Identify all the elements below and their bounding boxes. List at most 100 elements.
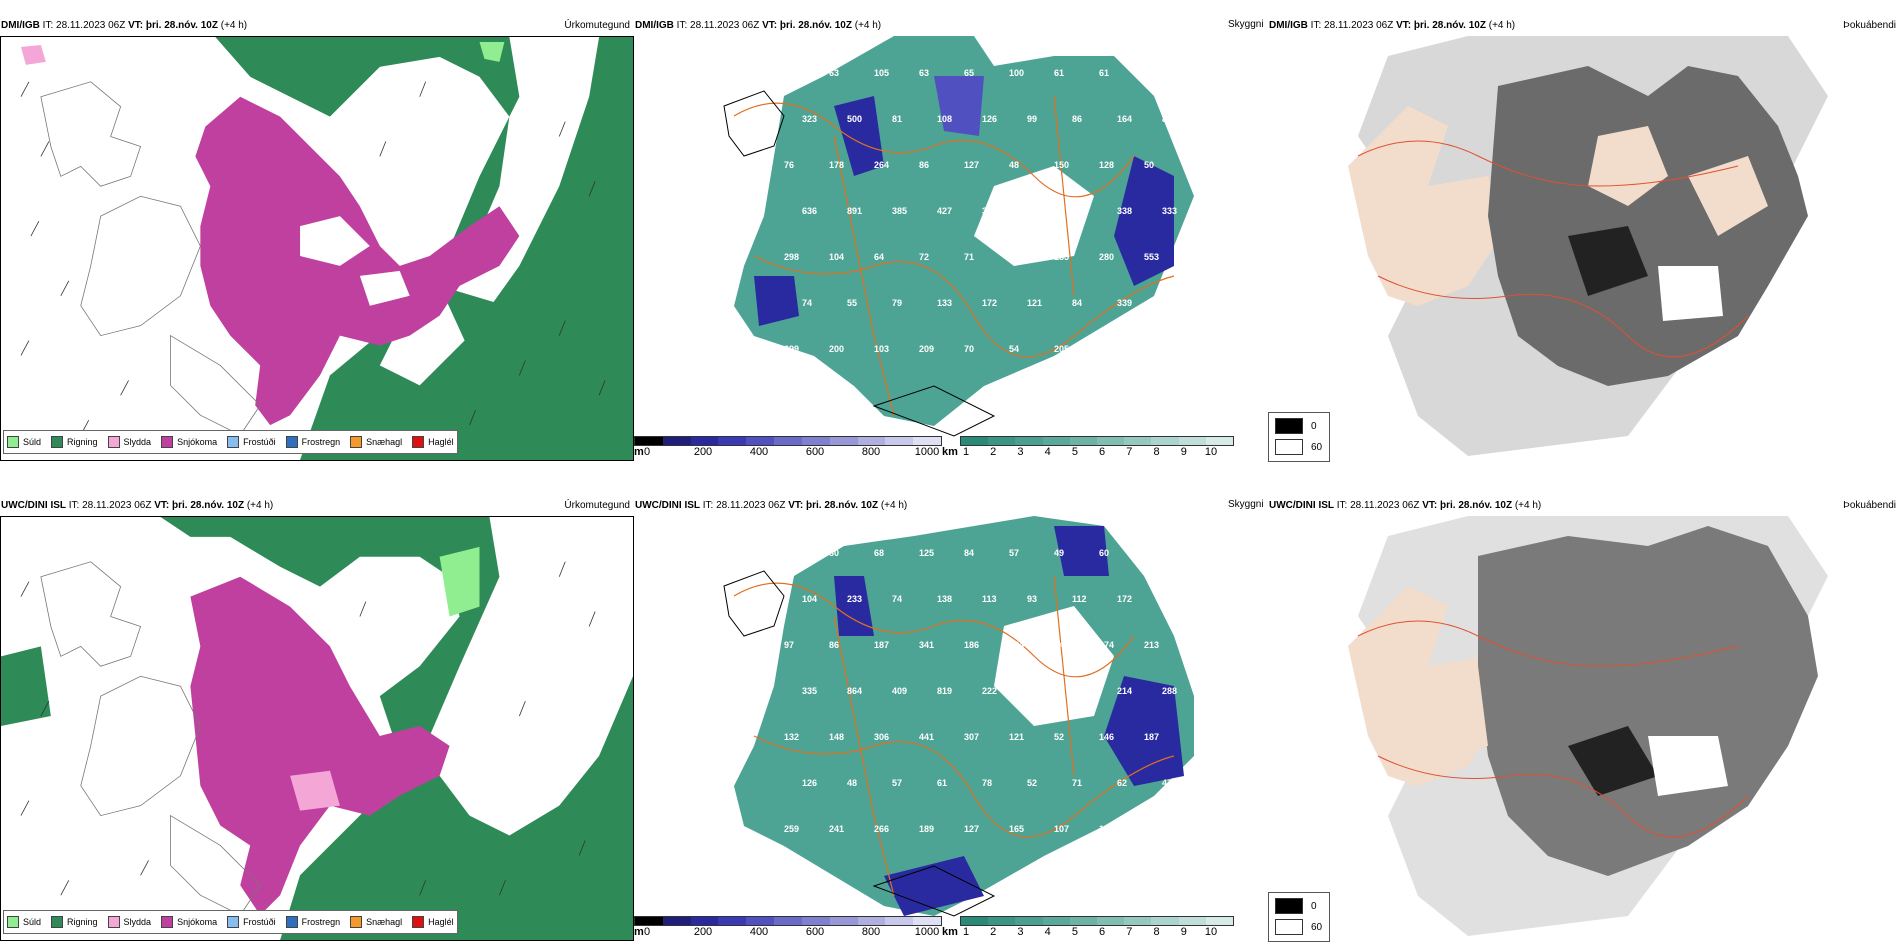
visibility-value-label: 126 (802, 778, 817, 788)
visibility-value-label: 636 (802, 206, 817, 216)
visibility-value-label: 222 (982, 686, 997, 696)
visibility-value-label: 124 (1009, 252, 1024, 262)
visibility-value-label: 284 (1009, 640, 1024, 650)
visibility-value-label: 86 (829, 640, 839, 650)
visibility-value-label: 229 (1027, 686, 1042, 696)
init-time: IT: 28.11.2023 06Z (42, 20, 126, 31)
legend-item-drizzle: Súld (7, 436, 41, 448)
legend-swatch (51, 436, 64, 448)
fog-index-panel: UWC/DINI ISL IT: 28.11.2023 06Z VT: þri.… (1268, 480, 1900, 950)
visibility-value-label: 165 (1009, 824, 1024, 834)
visibility-value-label: 274 (1099, 640, 1114, 650)
colorbar-segment (913, 917, 941, 925)
colorbar-segment (662, 437, 691, 445)
legend-item-rain: Rigning (51, 436, 98, 448)
visibility-map: 87 80 68 125 84 57 49 60 102 104 233 74 138 113 93 112 1… (634, 516, 1268, 941)
visibility-value-label: 84 (964, 548, 974, 558)
legend-item-hail: Haglél (412, 436, 454, 448)
visibility-value-label: 553 (1144, 252, 1159, 262)
visibility-value-label: 443 (1162, 298, 1177, 308)
visibility-value-label: 121 (1009, 732, 1024, 742)
tick-label: 8 (1153, 446, 1160, 458)
tick-label: 2 (990, 446, 997, 458)
valid-time: þri. 28.nóv. 10Z (1440, 500, 1513, 511)
visibility-value-label: 70 (964, 344, 974, 354)
vis-unit: km (942, 926, 958, 938)
vis-unit: km (942, 446, 958, 458)
valid-time: þri. 28.nóv. 10Z (806, 500, 879, 511)
visibility-value-label: 79 (892, 298, 902, 308)
visibility-value-label: 74 (892, 594, 902, 604)
visibility-value-label: 335 (802, 686, 817, 696)
colorbar-segment (1015, 437, 1043, 445)
scale-bars-top: m 0 200 400 600 800 1000 km 1 2 3 4 5 6 7 8 9 10 (634, 436, 1234, 466)
visibility-value-label: 107 (1054, 824, 1069, 834)
lead-time: (+4 h) (1488, 20, 1516, 31)
legend-label: Snæhagl (366, 437, 403, 447)
visibility-value-label: 93 (1027, 594, 1037, 604)
visibility-value-label: 71 (1072, 778, 1082, 788)
tick-label: 6 (1099, 926, 1106, 938)
tick-label: 400 (749, 926, 769, 938)
init-time: IT: 28.11.2023 06Z (702, 500, 786, 511)
legend-item-freezing-rain: Frostregn (285, 916, 340, 928)
colorbar-segment (1151, 917, 1179, 925)
colorbar-segment (1151, 437, 1179, 445)
visibility-labels: 87 80 68 125 84 57 49 60 102 104 233 74 138 113 93 112 1… (784, 548, 1177, 834)
fog-map-svg (1268, 516, 1900, 941)
tick-label: 3 (1017, 926, 1024, 938)
visibility-colorbar (960, 916, 1234, 926)
legend-item-rain: Rigning (51, 916, 98, 928)
visibility-value-label: 409 (892, 686, 907, 696)
visibility-value-label: 266 (874, 824, 889, 834)
init-time: IT: 28.11.2023 06Z (1336, 500, 1420, 511)
visibility-panel: DMI/IGB IT: 28.11.2023 06Z VT: þri. 28.n… (634, 0, 1268, 470)
legend-item-hail: Haglél (412, 916, 454, 928)
fog-legend-high: 60 (1311, 441, 1323, 453)
visibility-value-label: 65 (964, 68, 974, 78)
visibility-value-label: 57 (892, 778, 902, 788)
colorbar-segment (1097, 917, 1125, 925)
fog-map (1268, 36, 1900, 461)
legend-swatch (7, 916, 19, 928)
colorbar-segment (690, 437, 719, 445)
colorbar-segment (857, 437, 886, 445)
visibility-value-label: 52 (1054, 732, 1064, 742)
visibility-value-label: 61 (1054, 68, 1064, 78)
colorbar-segment (1205, 437, 1234, 445)
visibility-value-label: 864 (847, 686, 862, 696)
visibility-panel: UWC/DINI ISL IT: 28.11.2023 06Z VT: þri.… (634, 480, 1268, 950)
visibility-value-label: 99 (1027, 114, 1037, 124)
legend-item-freezing-drizzle: Frostúði (227, 436, 276, 448)
visibility-value-label: 61 (1099, 68, 1109, 78)
visibility-value-label: 81 (892, 114, 902, 124)
panel-header: UWC/DINI ISL IT: 28.11.2023 06Z VT: þri.… (635, 500, 1264, 516)
legend-label: Haglél (428, 917, 454, 927)
legend-swatch (107, 436, 120, 448)
legend-item-freezing-drizzle: Frostúði (227, 916, 276, 928)
visibility-value-label: 100 (1009, 68, 1024, 78)
colorbar-segment (1069, 437, 1098, 445)
colorbar-segment (1042, 917, 1070, 925)
height-colorbar (634, 916, 942, 926)
fog-map-svg (1268, 36, 1900, 461)
legend-label: Snjókoma (177, 437, 218, 447)
panel-header: UWC/DINI ISL IT: 28.11.2023 06Z VT: þri.… (1, 500, 630, 516)
visibility-value-label: 323 (802, 114, 817, 124)
tick-label: 9 (1180, 926, 1187, 938)
tick-label: 5 (1071, 926, 1078, 938)
colorbar-segment (718, 917, 747, 925)
tick-label: 0 (643, 926, 651, 938)
legend-label: Snæhagl (366, 917, 403, 927)
precip-map (0, 516, 634, 941)
legend-item-snow-pellets: Snæhagl (350, 916, 402, 928)
legend-label: Snjókoma (177, 917, 218, 927)
tick-label: 600 (805, 926, 825, 938)
legend-item-drizzle: Súld (7, 916, 41, 928)
visibility-value-label: 200 (829, 344, 844, 354)
tick-label: 4 (1044, 446, 1051, 458)
visibility-value-label: 306 (874, 732, 889, 742)
visibility-value-label: 301 (982, 206, 997, 216)
colorbar-segment (774, 917, 802, 925)
